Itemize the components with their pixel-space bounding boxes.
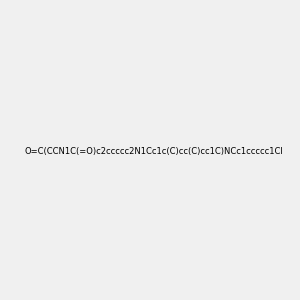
Text: O=C(CCN1C(=O)c2ccccc2N1Cc1c(C)cc(C)cc1C)NCc1ccccc1Cl: O=C(CCN1C(=O)c2ccccc2N1Cc1c(C)cc(C)cc1C)… bbox=[24, 147, 283, 156]
